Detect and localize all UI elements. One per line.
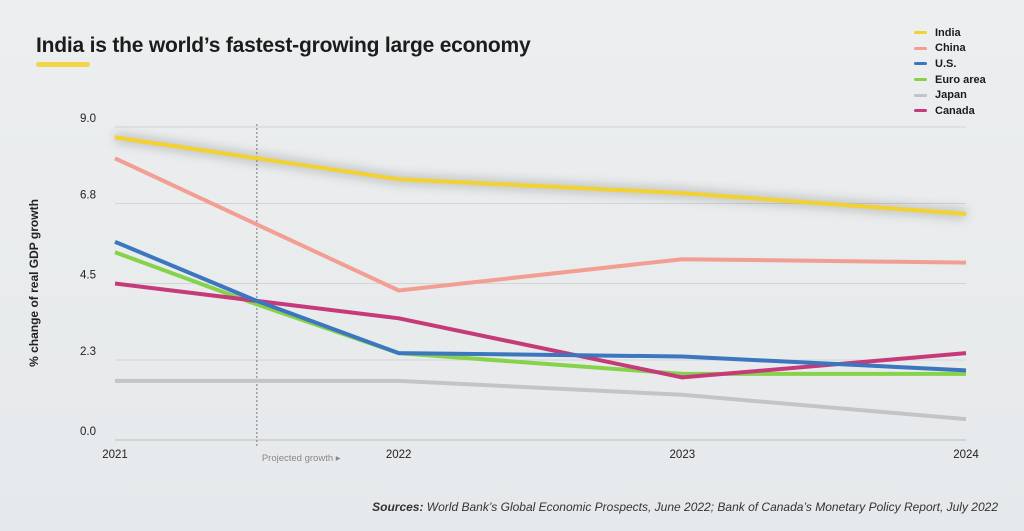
title-underline-accent [36, 62, 90, 67]
x-tick-label: 2022 [386, 449, 412, 461]
chart-title: India is the world’s fastest-growing lar… [36, 34, 531, 57]
legend-item-india: India [914, 25, 986, 41]
y-tick-label: 2.3 [80, 346, 96, 358]
series-line-china [114, 156, 967, 293]
legend-item-canada: Canada [914, 103, 986, 119]
series-line-japan [115, 378, 967, 422]
legend-label: Japan [935, 89, 967, 102]
legend-item-china: China [914, 41, 986, 57]
legend-item-u-s: U.S. [914, 56, 986, 72]
y-axis-ticks: 0.0 2.3 4.5 6.8 9.0 [80, 113, 96, 438]
legend-label: India [935, 26, 961, 39]
legend-label: U.S. [935, 57, 957, 70]
legend-label: Euro area [935, 73, 986, 86]
legend-item-euro-area: Euro area [914, 72, 986, 88]
legend-label: Canada [935, 104, 975, 117]
series-line-canada [114, 281, 967, 380]
legend-swatch [914, 31, 927, 35]
legend-swatch [914, 62, 927, 66]
y-tick-label: 4.5 [80, 270, 96, 282]
projection-label: Projected growth ▸ [262, 453, 341, 464]
y-tick-label: 0.0 [80, 426, 96, 438]
legend-swatch [914, 93, 927, 97]
projection-marker: Projected growth ▸ [256, 124, 341, 464]
legend-swatch [914, 78, 927, 82]
legend-swatch [914, 46, 927, 50]
legend-swatch [914, 109, 927, 113]
series-line-u-s [114, 239, 967, 373]
x-tick-label: 2023 [670, 449, 696, 461]
x-tick-label: 2024 [953, 449, 979, 461]
legend-item-japan: Japan [914, 87, 986, 103]
x-tick-label: 2021 [102, 449, 128, 461]
x-axis-ticks: 2021 2022 2023 2024 [102, 449, 979, 461]
y-axis-label: % change of real GDP growth [27, 199, 41, 367]
grid-lines [115, 126, 966, 441]
sources-label: Sources: [372, 500, 424, 514]
series-lines [114, 132, 967, 422]
series-line-india [114, 135, 967, 216]
legend-label: China [935, 42, 966, 55]
y-tick-label: 6.8 [80, 190, 96, 202]
series-glow-india [114, 132, 967, 219]
sources-note: Sources: World Bank’s Global Economic Pr… [372, 500, 998, 514]
sources-text: World Bank’s Global Economic Prospects, … [423, 500, 998, 514]
chart-legend: India China U.S. Euro area Japan Canada [914, 25, 986, 119]
y-tick-label: 9.0 [80, 113, 96, 125]
